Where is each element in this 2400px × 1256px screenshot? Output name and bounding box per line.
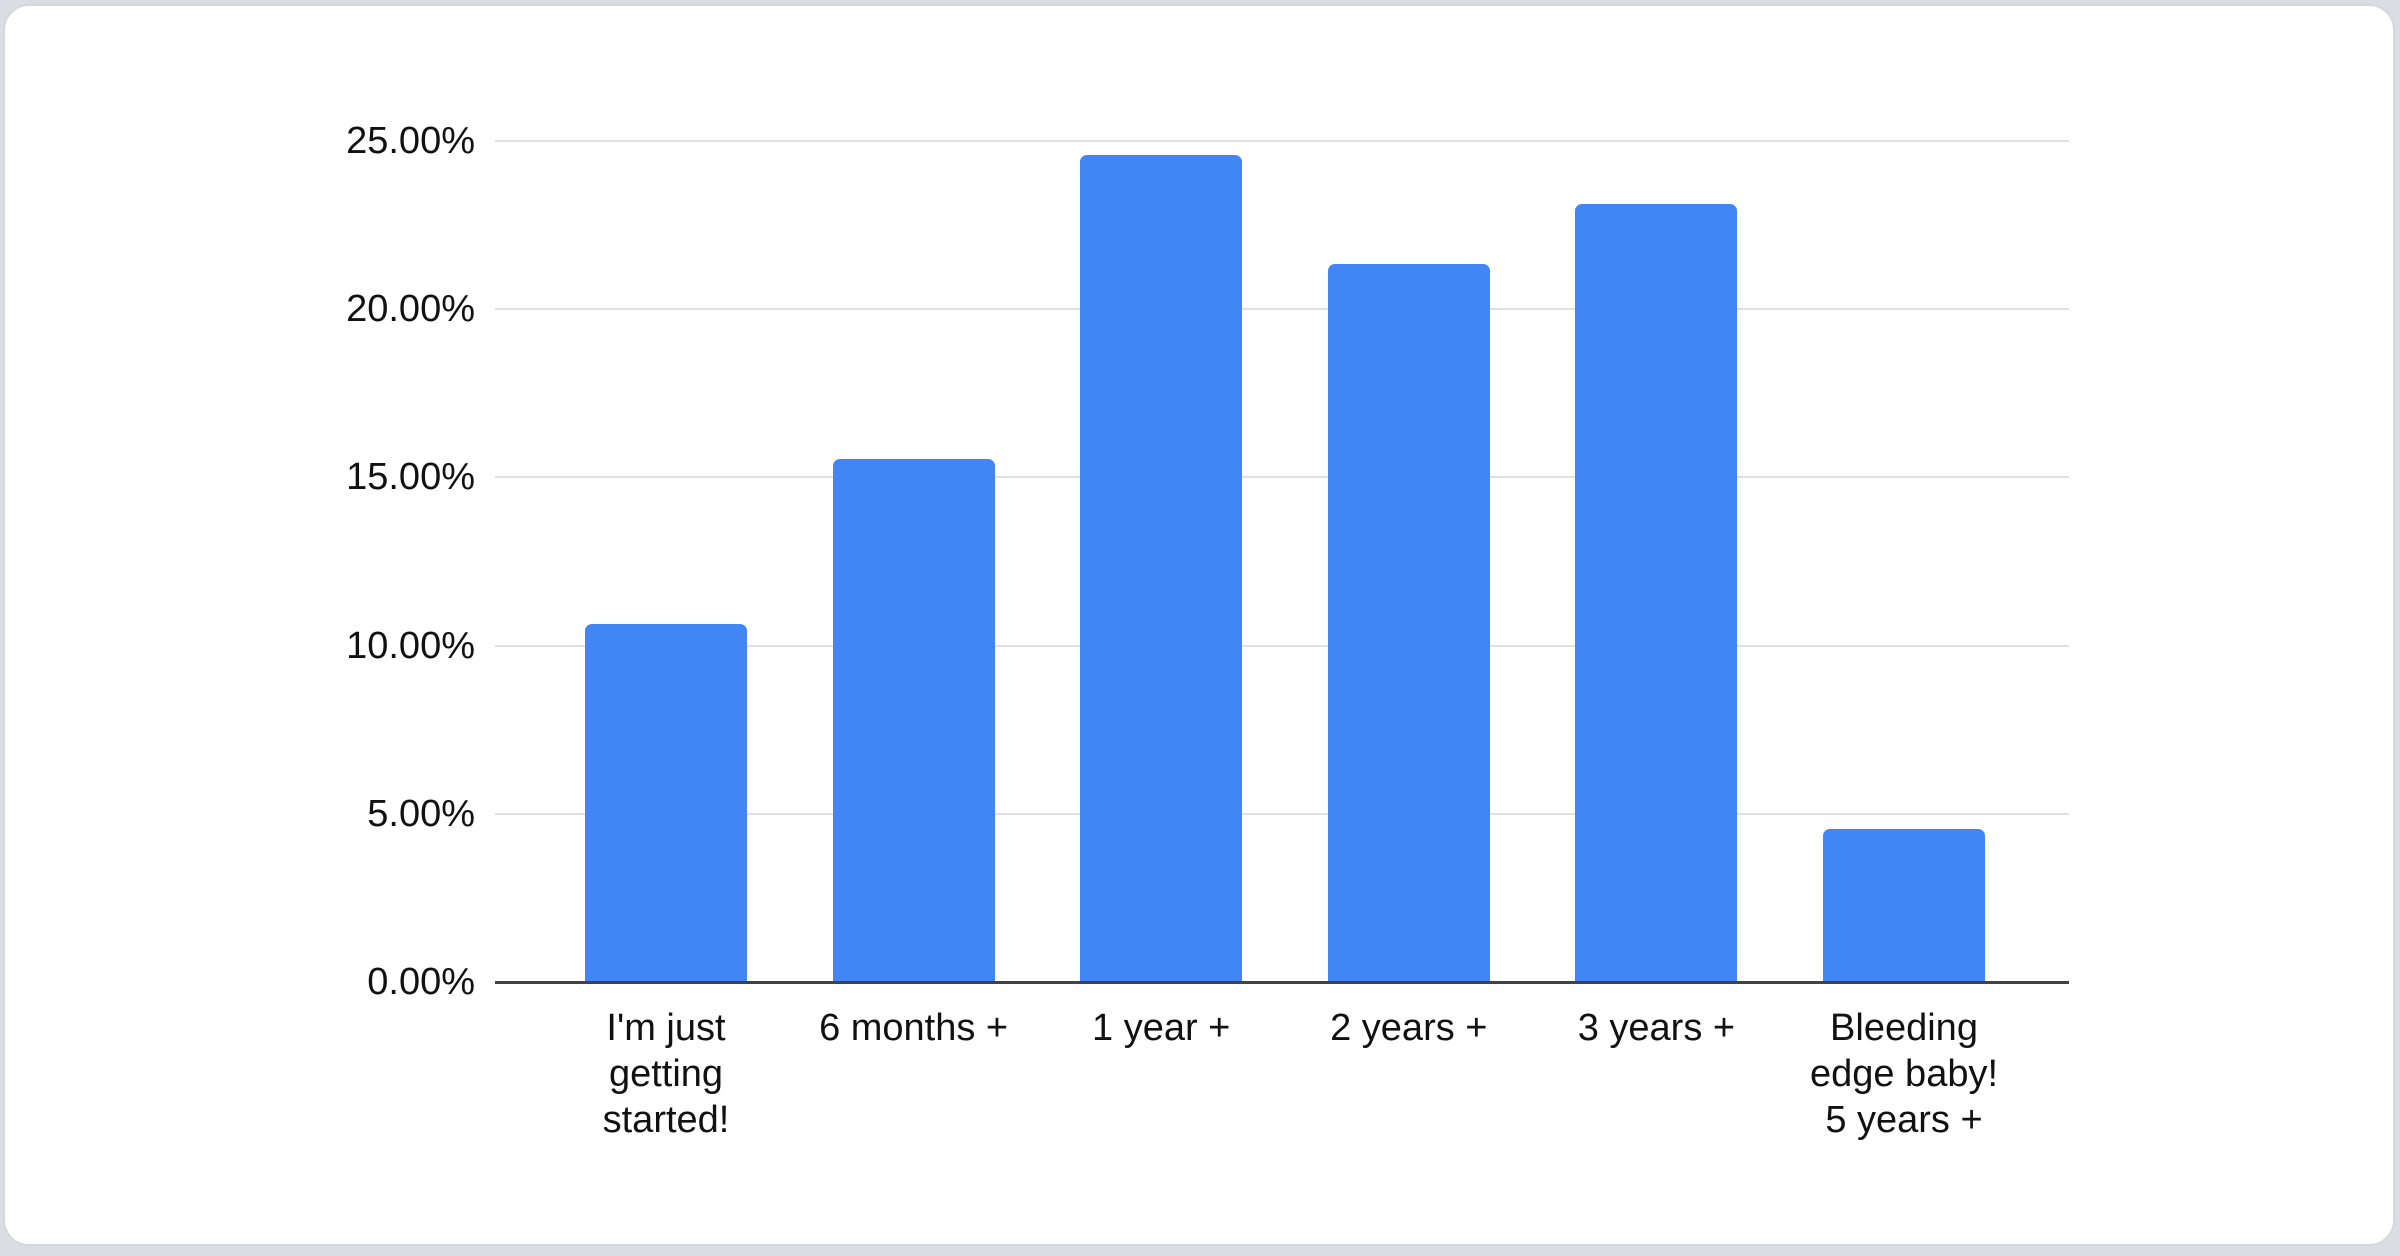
bar-5[interactable] [1575,203,1738,982]
bar-1[interactable] [585,624,747,982]
x-tick-label: I'm just getting started! [602,1007,730,1141]
y-tick-label: 0.00% [367,961,475,1003]
y-tick-label: 10.00% [346,624,475,667]
gridline [495,812,2069,815]
gridline [495,140,2069,142]
bar-4[interactable] [1327,264,1490,982]
x-tick-label: 6 months + [819,1007,1009,1049]
x-axis-line [495,981,2069,984]
x-tick-label: 1 year + [1092,1007,1231,1049]
y-tick-label: 5.00% [367,792,475,835]
x-tick-label: Bleeding edge baby! 5 years + [1809,1007,1999,1141]
bar-chart: 0.00% 5.00% 10.00% 15.00% 20.00% 25.00% I'm ju… [5,6,2393,1244]
y-tick-label: 20.00% [346,288,475,331]
gridline [495,308,2069,311]
gridline [495,644,2069,647]
y-tick-label: 15.00% [346,456,475,499]
x-tick-label: 2 years + [1330,1007,1488,1049]
bar-3[interactable] [1080,155,1243,982]
y-tick-label: 25.00% [346,120,475,162]
bar-6[interactable] [1823,828,1985,982]
x-tick-label: 3 years + [1577,1007,1736,1049]
bar-2[interactable] [832,458,995,982]
gridline [495,476,2069,479]
chart-card: 0.00% 5.00% 10.00% 15.00% 20.00% 25.00% I'm ju… [3,4,2395,1246]
